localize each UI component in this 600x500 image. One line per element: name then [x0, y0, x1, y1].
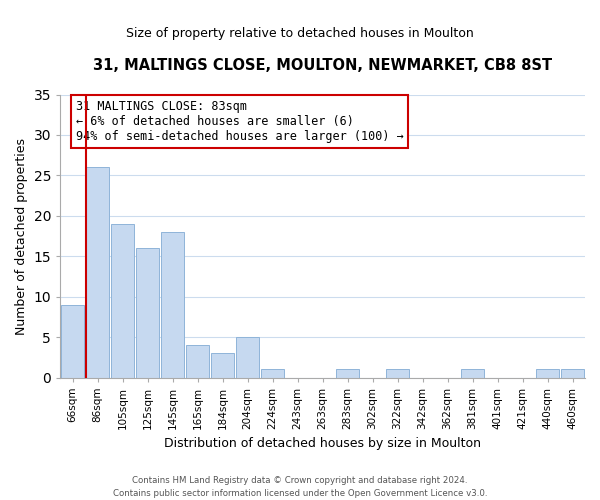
Bar	[236, 337, 259, 378]
Bar	[337, 370, 359, 378]
Text: 31 MALTINGS CLOSE: 83sqm
← 6% of detached houses are smaller (6)
94% of semi-det: 31 MALTINGS CLOSE: 83sqm ← 6% of detache…	[76, 100, 404, 143]
Bar	[187, 345, 209, 378]
Bar	[61, 304, 84, 378]
Bar	[211, 354, 234, 378]
Bar	[461, 370, 484, 378]
Bar	[561, 370, 584, 378]
Bar	[136, 248, 159, 378]
Bar	[262, 370, 284, 378]
Text: Size of property relative to detached houses in Moulton: Size of property relative to detached ho…	[126, 28, 474, 40]
Bar	[536, 370, 559, 378]
X-axis label: Distribution of detached houses by size in Moulton: Distribution of detached houses by size …	[164, 437, 481, 450]
Bar	[86, 168, 109, 378]
Bar	[386, 370, 409, 378]
Y-axis label: Number of detached properties: Number of detached properties	[15, 138, 28, 334]
Text: Contains HM Land Registry data © Crown copyright and database right 2024.
Contai: Contains HM Land Registry data © Crown c…	[113, 476, 487, 498]
Bar	[161, 232, 184, 378]
Title: 31, MALTINGS CLOSE, MOULTON, NEWMARKET, CB8 8ST: 31, MALTINGS CLOSE, MOULTON, NEWMARKET, …	[93, 58, 552, 72]
Bar	[112, 224, 134, 378]
